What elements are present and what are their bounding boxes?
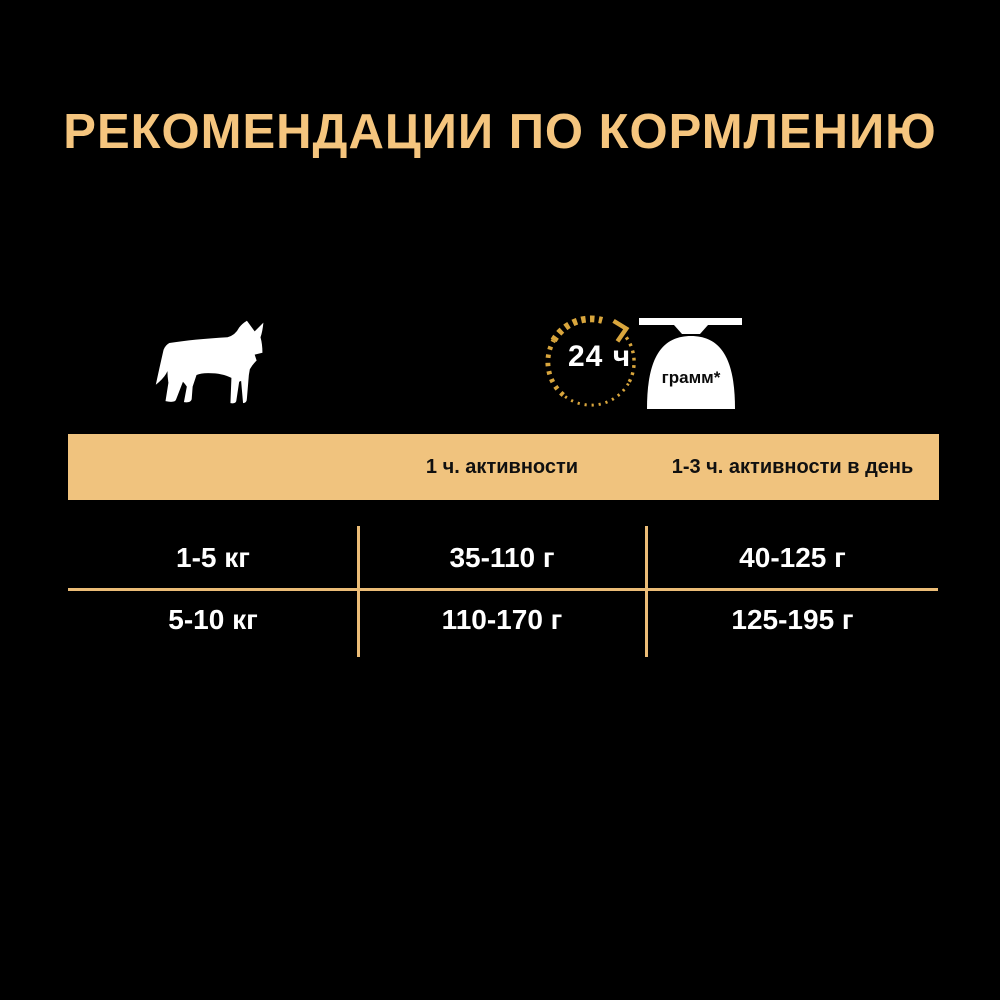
header-cell-empty [68,434,358,500]
header-cell-activity1: 1 ч. активности [425,455,579,478]
table-header-bar: 1 ч. активности 1-3 ч. активности в день [68,434,939,500]
column-divider-line [357,526,360,657]
clockwise-arrow-icon [612,318,630,343]
row-divider-line [68,588,938,591]
page-title: РЕКОМЕНДАЦИИ ПО КОРМЛЕНИЮ [63,105,937,159]
cell-activity2: 40-125 г [739,542,846,573]
column-divider-line [645,526,648,657]
cell-activity1: 35-110 г [449,542,555,573]
cell-weight: 1-5 кг [176,542,250,573]
clock-24h-label: 24 ч [568,340,632,373]
scale-gram-label: грамм* [662,368,721,387]
cell-weight: 5-10 кг [168,604,258,635]
dog-silhouette-icon [155,320,264,404]
clock-24h-icon [545,315,636,407]
cell-activity2: 125-195 г [731,604,854,635]
cell-activity1: 110-170 г [441,604,563,635]
table-row: 5-10 кг 110-170 г 125-195 г [68,591,939,657]
table-row: 1-5 кг 35-110 г 40-125 г [68,500,939,588]
header-cell-activity2: 1-3 ч. активности в день [671,455,914,478]
gram-scale-icon: грамм* [639,318,742,409]
